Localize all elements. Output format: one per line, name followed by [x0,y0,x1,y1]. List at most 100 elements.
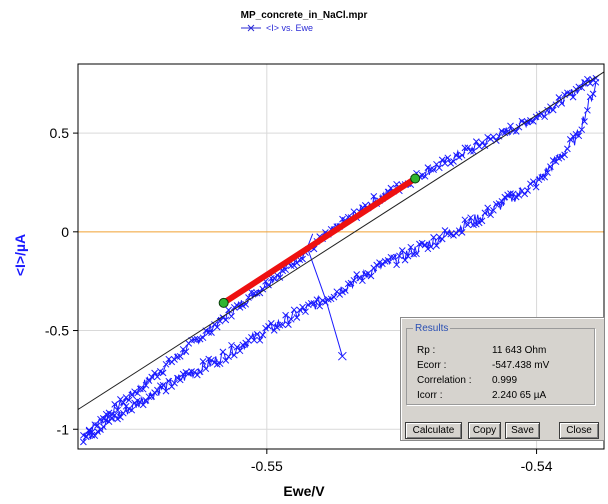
data-point [490,133,497,141]
data-point [461,144,469,152]
data-point [151,369,158,377]
data-point [313,296,321,304]
data-point [532,183,540,191]
data-point [507,190,514,197]
data-point [259,331,267,339]
calculate-button[interactable]: Calculate [405,422,462,439]
y-tick-label: -1 [57,421,70,437]
data-point [421,241,429,249]
data-point [490,206,497,214]
data-point [353,271,361,278]
copy-button[interactable]: Copy [468,422,501,439]
data-point [94,428,101,435]
data-point [245,294,252,301]
rp-value: 11 643 Ohm [492,345,547,356]
data-point [176,353,184,360]
data-point [464,144,472,152]
data-point [401,256,409,264]
data-point [481,142,489,149]
data-point [159,381,167,389]
data-point [427,243,435,250]
data-point [529,178,537,186]
data-point [176,376,184,384]
data-point [561,91,568,99]
data-point [148,373,156,381]
data-point [222,316,230,324]
x-tick-label: -0.55 [251,458,283,474]
data-point [205,329,213,336]
data-point [117,413,124,421]
save-button[interactable]: Save [505,422,540,439]
data-point [541,173,549,181]
axis-ticks: -0.55 -0.54 -1 -0.5 0 0.5 [45,125,553,474]
data-point [407,243,415,251]
data-point [350,276,358,284]
data-point [307,299,315,307]
data-point [80,438,87,446]
data-point [114,406,121,414]
data-point [228,341,235,349]
data-point [267,320,275,327]
data-point [165,377,173,385]
data-point [213,323,221,331]
data-point [484,204,492,212]
results-dialog: Results Rp : 11 643 Ohm Ecorr : -547.438… [400,317,605,441]
data-point [541,113,549,121]
results-group-label: Results [415,323,449,334]
data-point [589,90,597,98]
data-point [225,306,232,314]
fit-line [77,71,605,410]
data-point [302,308,309,316]
fit-region-line [220,175,419,306]
rp-label: Rp : [417,345,436,356]
data-point [225,353,232,361]
data-point [467,147,474,155]
data-point [259,285,267,293]
data-point [125,396,133,404]
data-point [111,401,119,408]
data-point [578,84,586,92]
data-point [461,216,469,224]
x-tick-label: -0.54 [521,458,553,474]
data-point [199,334,207,342]
data-point [475,143,483,150]
data-point [199,358,207,365]
data-point [472,138,480,145]
data-point [285,321,292,328]
data-point [119,399,127,406]
data-point [527,180,534,188]
data-point [467,214,474,222]
data-point [208,329,215,336]
data-point [515,191,523,199]
data-point [233,302,241,309]
data-point [105,418,113,425]
data-point [507,122,514,130]
data-point [470,147,477,155]
data-point [85,426,93,434]
close-button[interactable]: Close [559,422,599,439]
data-point [162,360,170,368]
y-axis-label: <I>/µA [12,233,28,277]
data-point [136,385,144,393]
data-point [367,272,375,280]
data-point [578,126,586,134]
data-point [359,277,366,285]
data-point [441,160,449,167]
data-point [233,343,241,351]
data-point [464,221,472,229]
data-point [293,314,301,321]
legend-label: <I> vs. Ewe [266,23,314,33]
data-point [532,113,540,121]
data-point [575,132,583,140]
data-point [99,423,107,431]
data-point [487,211,494,219]
data-point [410,250,418,258]
data-point [276,274,284,281]
data-point [450,232,457,239]
data-point [458,151,466,159]
y-tick-label: -0.5 [45,323,69,339]
data-point [185,370,193,377]
data-point [458,229,466,236]
data-point [404,252,412,260]
